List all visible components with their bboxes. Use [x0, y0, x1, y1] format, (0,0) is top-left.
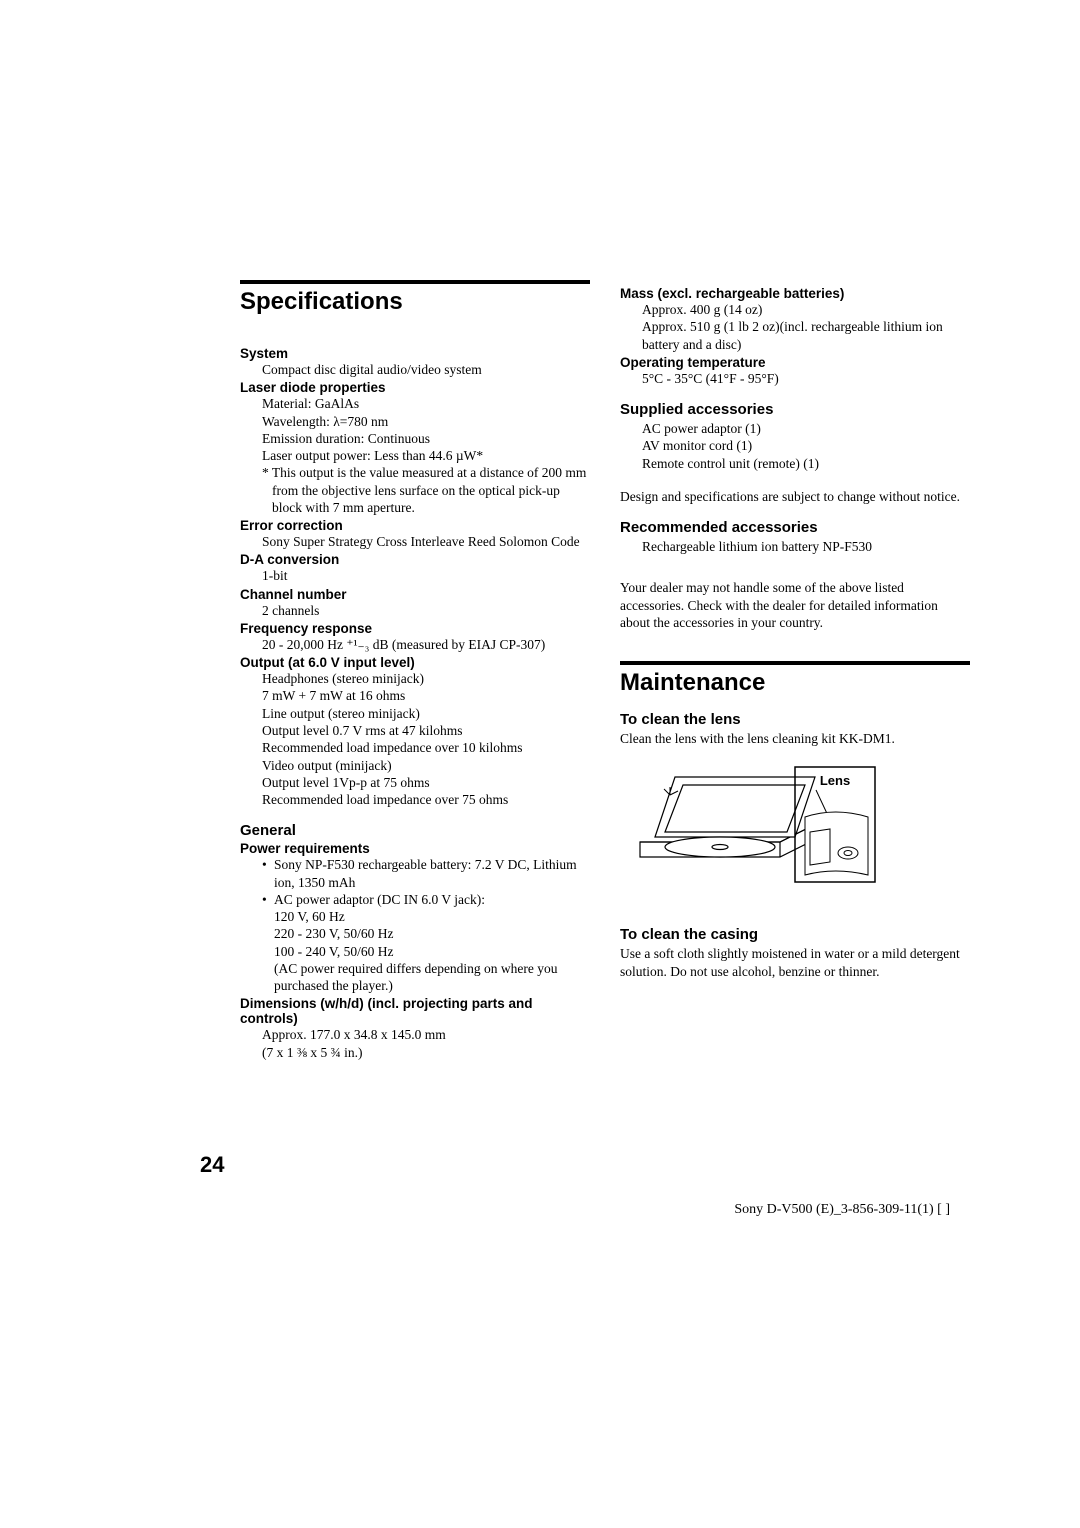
error-label: Error correction: [240, 518, 590, 533]
channel-text: 2 channels: [262, 602, 590, 619]
laser-output: Laser output power: Less than 44.6 µW*: [262, 447, 590, 464]
output-l7: Output level 1Vp-p at 75 ohms: [262, 774, 590, 791]
da-label: D-A conversion: [240, 552, 590, 567]
system-text: Compact disc digital audio/video system: [262, 361, 590, 378]
output-l3: Line output (stereo minijack): [262, 705, 590, 722]
recommended-l1: Rechargeable lithium ion battery NP-F530: [642, 538, 970, 555]
supplied-l3: Remote control unit (remote) (1): [642, 455, 970, 472]
output-l2: 7 mW + 7 mW at 16 ohms: [262, 687, 590, 704]
mass-label: Mass (excl. rechargeable batteries): [620, 286, 970, 301]
lens-label: Lens: [820, 773, 850, 788]
channel-label: Channel number: [240, 587, 590, 602]
mass-l2: Approx. 510 g (1 lb 2 oz)(incl. recharge…: [642, 318, 970, 353]
optemp-label: Operating temperature: [620, 355, 970, 370]
mass-l1: Approx. 400 g (14 oz): [642, 301, 970, 318]
laser-material: Material: GaAlAs: [262, 395, 590, 412]
maintenance-heading: Maintenance: [620, 669, 970, 697]
supplied-l2: AV monitor cord (1): [642, 437, 970, 454]
laser-wavelength: Wavelength: λ=780 nm: [262, 413, 590, 430]
recommended-heading: Recommended accessories: [620, 519, 970, 536]
power-b2d: (AC power required differs depending on …: [274, 960, 590, 995]
power-b2c: 100 - 240 V, 50/60 Hz: [274, 943, 590, 960]
general-heading: General: [240, 822, 590, 839]
right-column: Mass (excl. rechargeable batteries) Appr…: [620, 280, 970, 1061]
output-l4: Output level 0.7 V rms at 47 kilohms: [262, 722, 590, 739]
design-note: Design and specifications are subject to…: [620, 488, 970, 505]
page: Specifications System Compact disc digit…: [0, 0, 1080, 1121]
power-label: Power requirements: [240, 841, 590, 856]
specifications-heading: Specifications: [240, 288, 590, 316]
supplied-heading: Supplied accessories: [620, 401, 970, 418]
left-column: Specifications System Compact disc digit…: [240, 280, 590, 1061]
power-b2: AC power adaptor (DC IN 6.0 V jack): 120…: [262, 891, 590, 995]
laser-note: * This output is the value measured at a…: [262, 464, 590, 516]
footer-text: Sony D-V500 (E)_3-856-309-11(1) [ ]: [734, 1202, 950, 1218]
dim-l1: Approx. 177.0 x 34.8 x 145.0 mm: [262, 1026, 590, 1043]
page-number: 24: [200, 1152, 224, 1178]
system-label: System: [240, 346, 590, 361]
error-text: Sony Super Strategy Cross Interleave Ree…: [262, 533, 590, 550]
power-b2b: 220 - 230 V, 50/60 Hz: [274, 925, 590, 942]
clean-lens-heading: To clean the lens: [620, 711, 970, 728]
clean-lens-text: Clean the lens with the lens cleaning ki…: [620, 730, 970, 747]
output-l6: Video output (minijack): [262, 757, 590, 774]
rule: [240, 280, 590, 284]
power-b1: Sony NP-F530 rechargeable battery: 7.2 V…: [262, 856, 590, 891]
output-l5: Recommended load impedance over 10 kiloh…: [262, 739, 590, 756]
dim-label: Dimensions (w/h/d) (incl. projecting par…: [240, 996, 590, 1026]
output-l8: Recommended load impedance over 75 ohms: [262, 791, 590, 808]
dim-l2: (7 x 1 ⅜ x 5 ¾ in.): [262, 1044, 590, 1061]
freq-text: 20 - 20,000 Hz ⁺¹₋₃ dB (measured by EIAJ…: [262, 636, 590, 653]
clean-casing-text: Use a soft cloth slightly moistened in w…: [620, 945, 970, 980]
rule: [620, 661, 970, 665]
power-b2-text: AC power adaptor (DC IN 6.0 V jack):: [274, 892, 485, 907]
output-label: Output (at 6.0 V input level): [240, 655, 590, 670]
power-b2a: 120 V, 60 Hz: [274, 908, 590, 925]
power-list: Sony NP-F530 rechargeable battery: 7.2 V…: [262, 856, 590, 994]
laser-emission: Emission duration: Continuous: [262, 430, 590, 447]
da-text: 1-bit: [262, 567, 590, 584]
clean-casing-heading: To clean the casing: [620, 926, 970, 943]
output-l1: Headphones (stereo minijack): [262, 670, 590, 687]
optemp-text: 5°C - 35°C (41°F - 95°F): [642, 370, 970, 387]
laser-label: Laser diode properties: [240, 380, 590, 395]
freq-label: Frequency response: [240, 621, 590, 636]
lens-diagram: Lens: [620, 757, 880, 887]
dealer-note: Your dealer may not handle some of the a…: [620, 579, 970, 631]
supplied-l1: AC power adaptor (1): [642, 420, 970, 437]
